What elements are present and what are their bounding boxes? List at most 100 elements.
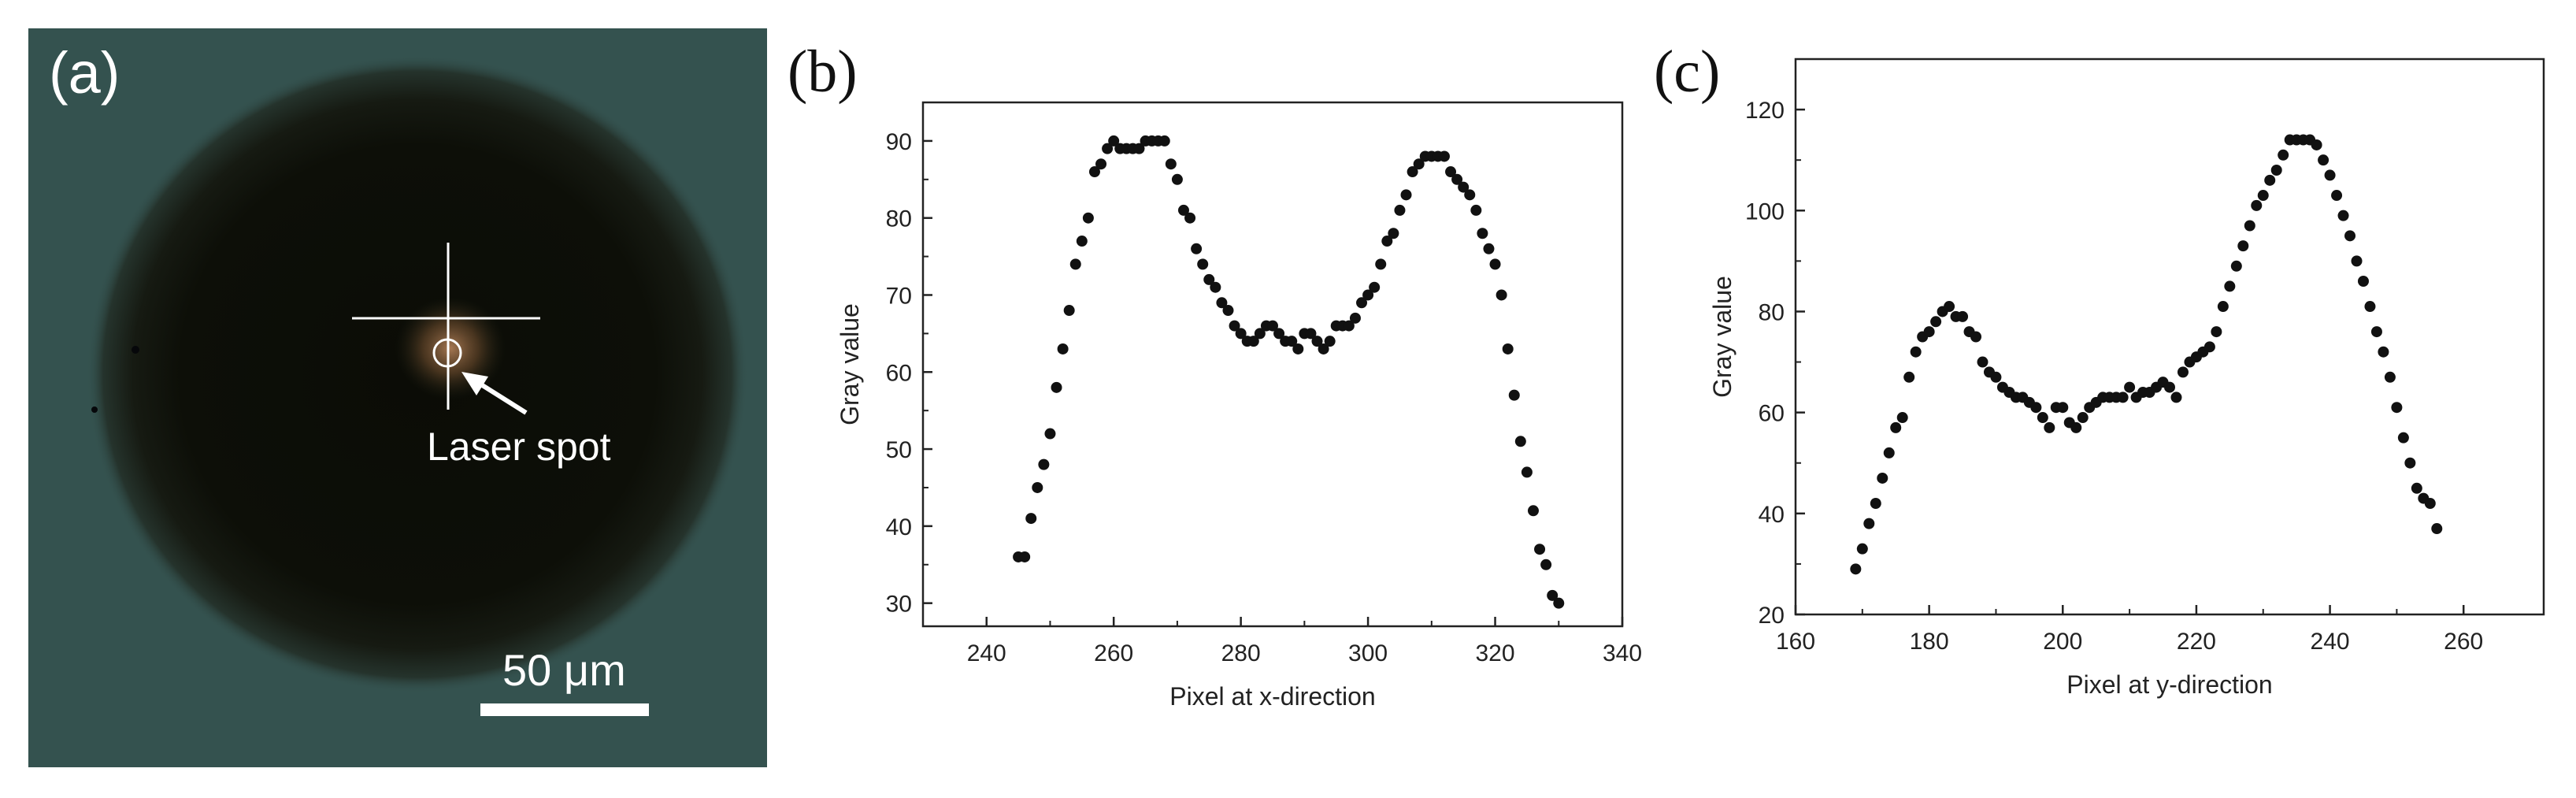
- panel-letter-a: (a): [49, 40, 120, 106]
- data-point: [1369, 281, 1381, 293]
- data-point: [1184, 212, 1196, 224]
- data-point: [1477, 228, 1488, 239]
- data-point: [2311, 139, 2322, 150]
- y-axis-label: Gray value: [1708, 276, 1736, 398]
- data-point: [1413, 158, 1425, 170]
- data-point: [2217, 301, 2229, 313]
- y-tick-label: 100: [1745, 199, 1785, 225]
- data-point: [2324, 169, 2336, 181]
- data-point: [1356, 297, 1368, 309]
- data-point: [1407, 166, 1418, 178]
- data-point: [1547, 589, 1559, 601]
- data-point: [2370, 326, 2382, 338]
- data-point: [1349, 312, 1361, 324]
- data-point: [2124, 381, 2136, 393]
- data-point: [2044, 421, 2055, 433]
- y-tick-label: 40: [1759, 502, 1785, 528]
- data-point: [2164, 381, 2175, 393]
- data-point: [2384, 371, 2396, 383]
- data-point: [1910, 346, 1922, 358]
- x-tick-label: 260: [1094, 640, 1133, 666]
- data-point: [1489, 258, 1501, 270]
- data-point: [2270, 165, 2282, 176]
- data-point: [1216, 297, 1228, 309]
- y-tick-label: 90: [886, 129, 912, 155]
- debris-dot-1: [132, 346, 139, 354]
- data-point: [1540, 559, 1552, 570]
- data-point: [2177, 366, 2189, 378]
- y-tick-label: 40: [886, 514, 912, 540]
- y-tick-label: 80: [1759, 299, 1785, 325]
- chart-panel-b: (b) 240 260 280 300 320 340 30 40 50 60 70 80 90 Pixe…: [788, 0, 1654, 794]
- data-point: [1388, 228, 1399, 239]
- plot-frame: [1794, 58, 2545, 616]
- data-point: [2404, 457, 2416, 469]
- data-point: [1247, 336, 1259, 347]
- laser-spot-label: Laser spot: [427, 425, 611, 469]
- data-point: [2230, 260, 2242, 272]
- laser-spot-glow: [395, 297, 506, 399]
- x-axis-label: Pixel at x-direction: [1169, 682, 1375, 711]
- scale-bar-label: 50 μm: [502, 645, 626, 695]
- data-point: [1856, 543, 1868, 555]
- data-point: [1451, 173, 1463, 185]
- data-point: [1508, 389, 1520, 401]
- data-point: [1470, 204, 1482, 216]
- data-point: [1235, 328, 1247, 340]
- data-point: [1957, 310, 1969, 322]
- x-tick-label: 240: [2311, 629, 2350, 655]
- data-point: [2037, 412, 2048, 424]
- data-point: [1165, 158, 1177, 170]
- data-point: [1930, 316, 1942, 328]
- data-point: [2337, 210, 2349, 221]
- data-point: [1375, 258, 1387, 270]
- data-point: [1903, 371, 1915, 383]
- y-tick-label: 20: [1759, 603, 1785, 629]
- data-point: [1025, 513, 1037, 525]
- data-point: [1292, 343, 1304, 354]
- data-point: [1534, 544, 1546, 555]
- x-tick-label: 160: [1776, 629, 1815, 655]
- data-point: [1051, 381, 1062, 393]
- data-point: [1896, 412, 1908, 424]
- data-point: [1394, 204, 1406, 216]
- data-point: [2057, 402, 2069, 414]
- data-point: [1381, 236, 1393, 247]
- plot-frame: [921, 101, 1624, 628]
- data-point: [2117, 392, 2129, 403]
- data-point: [1273, 328, 1285, 340]
- data-point: [2237, 240, 2249, 252]
- data-point: [1877, 472, 1888, 484]
- data-point: [1521, 466, 1533, 478]
- data-point: [1038, 458, 1050, 470]
- y-tick-label: 50: [886, 437, 912, 463]
- data-point: [1362, 289, 1374, 301]
- data-point: [1088, 166, 1100, 178]
- data-point: [2070, 421, 2082, 433]
- data-point: [1286, 336, 1298, 347]
- data-point: [1514, 436, 1526, 447]
- data-point: [2378, 346, 2389, 358]
- data-point: [1177, 204, 1189, 216]
- data-point: [1944, 301, 1955, 313]
- data-point: [1158, 135, 1170, 147]
- data-point: [1108, 135, 1120, 147]
- y-tick-label: 80: [886, 206, 912, 232]
- data-point: [1890, 421, 1902, 433]
- data-point: [1863, 518, 1875, 529]
- data-point: [1850, 563, 1862, 575]
- data-point: [2211, 326, 2222, 338]
- data-point: [2344, 230, 2356, 242]
- data-point: [1133, 143, 1145, 154]
- data-point: [1019, 551, 1031, 562]
- x-tick-label: 300: [1348, 640, 1388, 666]
- data-point: [2203, 341, 2215, 353]
- data-point: [1923, 326, 1935, 338]
- data-point: [1870, 498, 1881, 509]
- laser-spot-marker: [432, 338, 462, 368]
- y-tick-label: 30: [886, 592, 912, 618]
- data-point: [2030, 402, 2042, 414]
- y-axis-label: Gray value: [836, 303, 864, 425]
- data-point: [2351, 255, 2363, 267]
- x-tick-label: 260: [2444, 629, 2483, 655]
